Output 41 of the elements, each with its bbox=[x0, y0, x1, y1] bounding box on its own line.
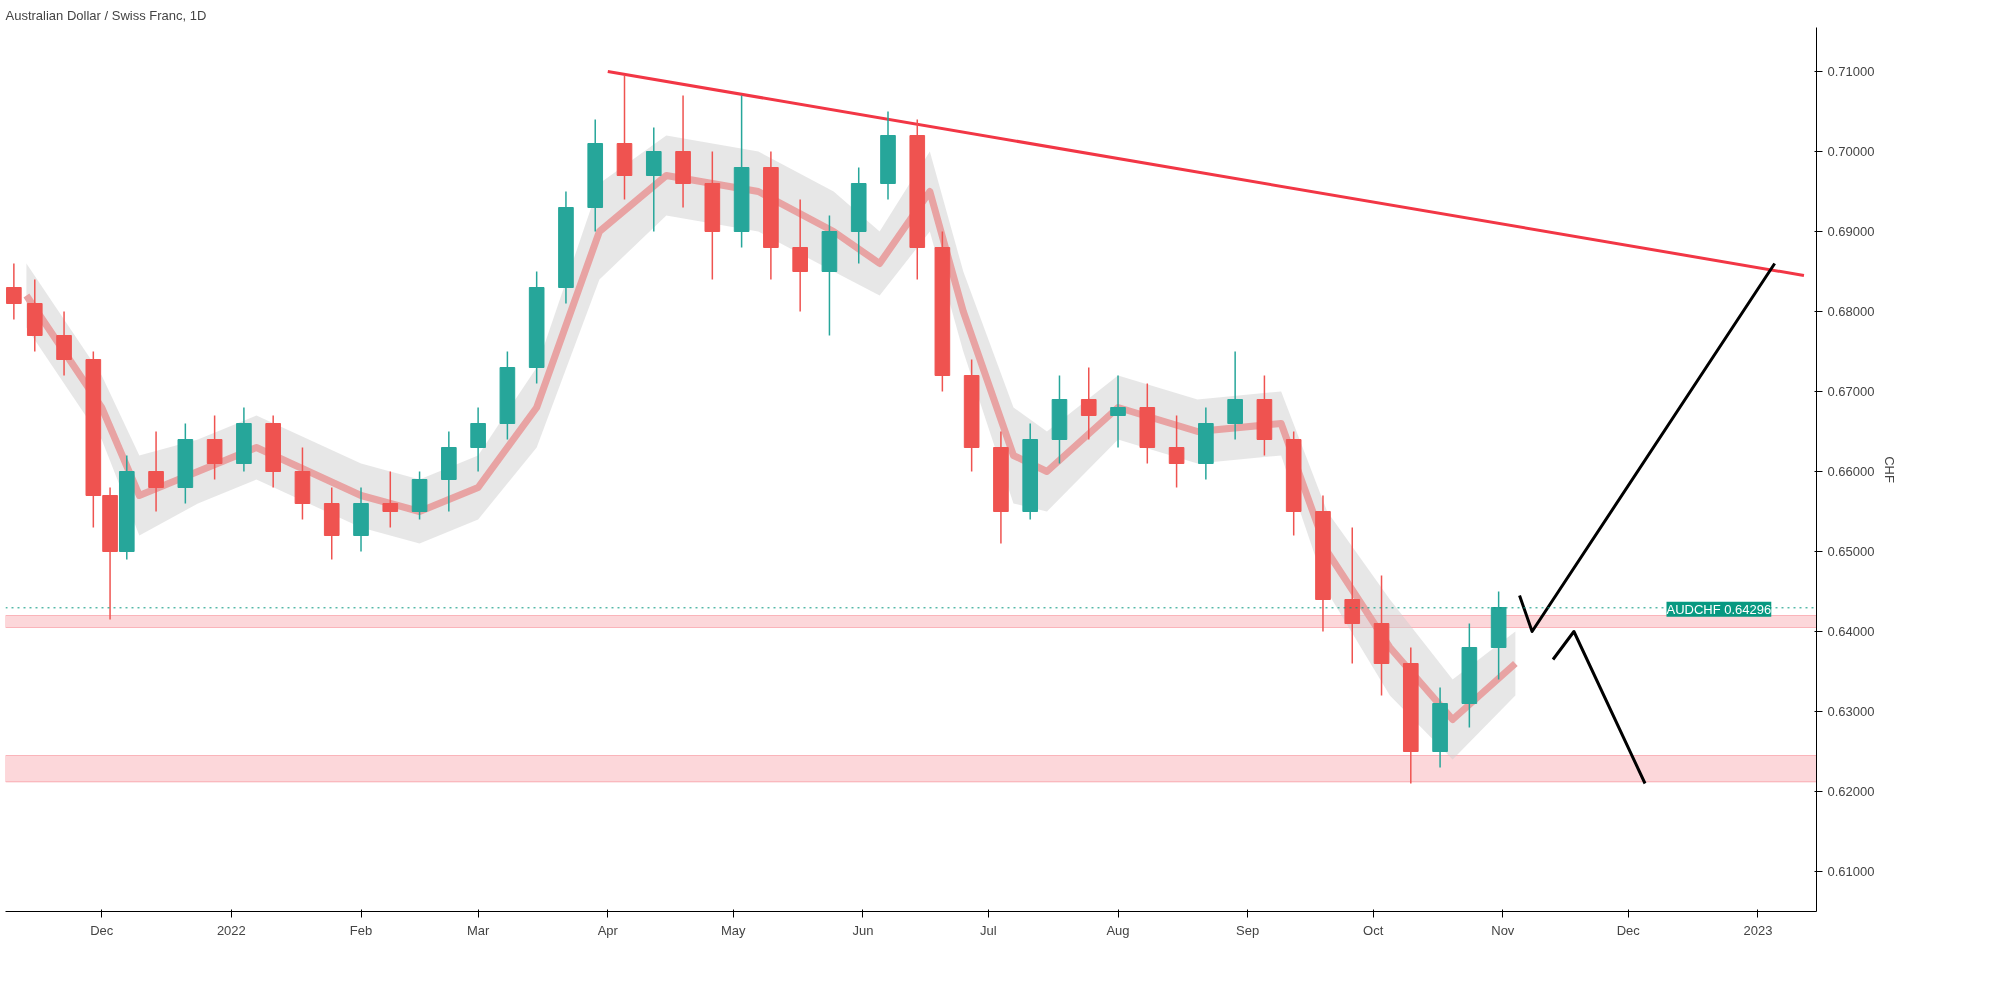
candlestick bbox=[382, 470, 399, 529]
candlestick bbox=[645, 126, 662, 233]
candlestick bbox=[206, 414, 223, 481]
y-tick-label: 0.61000 bbox=[1827, 864, 1875, 879]
candlestick bbox=[792, 198, 808, 313]
x-tick-label: Dec bbox=[90, 922, 114, 938]
candlestick bbox=[470, 406, 486, 473]
y-axis-title: CHF bbox=[1882, 456, 1898, 483]
x-tick-label: Jul bbox=[980, 922, 997, 938]
x-tick-label: Feb bbox=[349, 922, 373, 938]
x-tick-label: Sep bbox=[1236, 922, 1260, 938]
y-tick-label: 0.62000 bbox=[1827, 784, 1875, 799]
x-tick-label: 2022 bbox=[216, 922, 246, 938]
candlestick bbox=[6, 262, 22, 321]
y-tick-label: 0.68000 bbox=[1827, 304, 1875, 319]
x-tick-label: Aug bbox=[1106, 922, 1130, 938]
y-tick-label: 0.70000 bbox=[1827, 144, 1875, 159]
y-tick-label: 0.71000 bbox=[1827, 64, 1875, 79]
x-tick-label: Mar bbox=[466, 922, 490, 938]
candlestick bbox=[1227, 350, 1243, 441]
x-tick-label: May bbox=[720, 922, 747, 938]
y-tick-label: 0.69000 bbox=[1827, 224, 1875, 239]
x-tick-label: 2023 bbox=[1743, 922, 1773, 938]
x-tick-label: Nov bbox=[1491, 922, 1515, 938]
candlestick bbox=[1168, 414, 1185, 489]
x-tick-label: Apr bbox=[597, 922, 619, 938]
x-tick-label: Oct bbox=[1363, 922, 1384, 938]
y-tick-label: 0.67000 bbox=[1827, 384, 1875, 399]
y-tick-label: 0.65000 bbox=[1827, 544, 1875, 559]
candlestick bbox=[1110, 374, 1126, 449]
y-tick-label: 0.66000 bbox=[1827, 464, 1875, 479]
candlestick bbox=[1080, 366, 1097, 441]
ref-line-label: AUDCHF 0.64296 bbox=[1666, 601, 1772, 617]
chart-title: Australian Dollar / Swiss Franc, 1D bbox=[5, 7, 207, 23]
y-tick-label: 0.63000 bbox=[1827, 704, 1875, 719]
candlestick bbox=[148, 430, 164, 513]
candlestick bbox=[56, 310, 72, 377]
candlestick bbox=[1344, 526, 1361, 665]
x-tick-label: Dec bbox=[1616, 922, 1641, 938]
y-tick-label: 0.64000 bbox=[1827, 624, 1875, 639]
x-tick-label: Jun bbox=[852, 922, 874, 938]
